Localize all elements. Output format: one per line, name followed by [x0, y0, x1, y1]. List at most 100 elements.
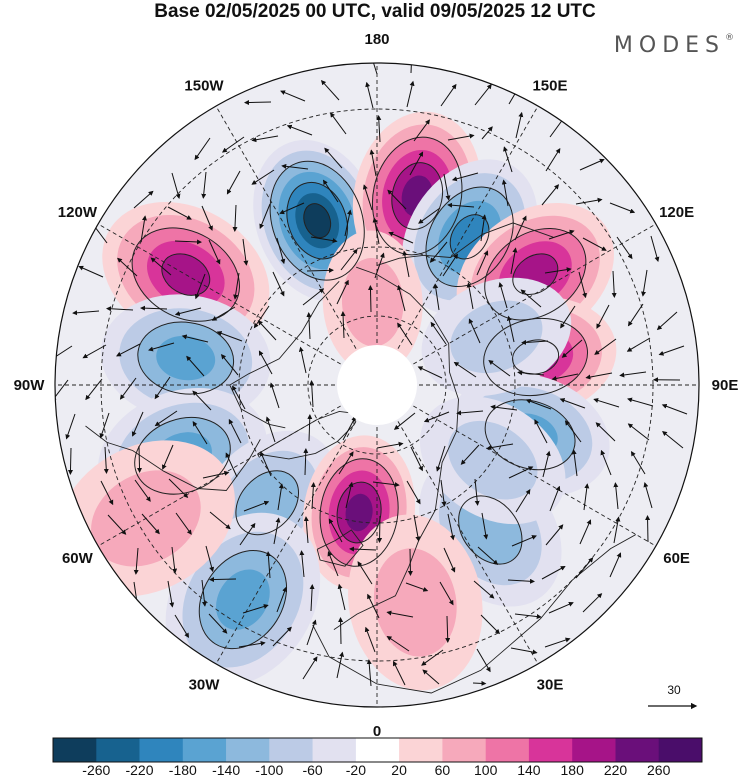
wind-vector [442, 253, 458, 277]
wind-vector [148, 342, 175, 352]
wind-vector [510, 247, 518, 275]
anomaly-center [303, 435, 416, 590]
wind-vector [645, 515, 651, 543]
wind-vector [232, 385, 246, 410]
wind-vector [168, 478, 189, 499]
wind-vector [131, 411, 144, 437]
wind-vector [561, 339, 583, 358]
wind-vector [511, 535, 537, 547]
wind-vector [273, 517, 281, 545]
wind-vector [405, 582, 429, 592]
wind-vector [336, 651, 345, 679]
longitude-label: 180 [364, 31, 389, 48]
wind-vector [627, 303, 644, 327]
wind-vector [78, 265, 104, 278]
wind-vector [397, 284, 406, 312]
wind-vector [476, 250, 489, 276]
wind-vector [303, 516, 309, 544]
colorbar-labels: -260 -220 -180 -140 -100 -60 -20 20 60 100 140 180 2… [0, 762, 750, 780]
wind-vector [429, 241, 448, 263]
colorbar-tick-label: 220 [603, 762, 628, 778]
wind-vector [609, 552, 622, 578]
wind-vector [541, 184, 560, 206]
wind-vector [501, 179, 509, 207]
colorbar-tick-label: -100 [255, 762, 284, 778]
wind-vector [440, 83, 457, 107]
wind-vector [349, 546, 377, 552]
chart-title: Base 02/05/2025 00 UTC, valid 09/05/2025… [154, 1, 596, 22]
wind-vector [65, 413, 76, 440]
wind-vector [309, 584, 315, 612]
wind-vector [613, 482, 619, 510]
wind-vector [209, 577, 237, 583]
wind-vector [244, 100, 272, 106]
wind-vector [374, 252, 385, 279]
wind-vector [140, 305, 168, 311]
reference-vector-label: 30 [667, 683, 681, 697]
wind-vector [225, 452, 238, 478]
wind-vector [201, 579, 207, 607]
wind-vector [201, 171, 207, 199]
wind-vector [239, 522, 256, 546]
colorbar-tick-label: -20 [345, 762, 367, 778]
wind-vector [258, 350, 273, 375]
meridian-line [215, 384, 378, 665]
wind-vector [571, 449, 578, 477]
wind-vector [611, 270, 617, 298]
wind-vector [330, 112, 347, 135]
wind-vector [171, 546, 178, 574]
wind-vector [510, 647, 538, 655]
wind-vector [453, 361, 477, 378]
wind-vector [202, 470, 230, 479]
colorbar [52, 737, 703, 763]
wind-vector [548, 601, 574, 614]
wind-vector [661, 403, 688, 415]
wind-vector [377, 515, 383, 543]
anomaly-level [156, 335, 216, 381]
wind-vector [376, 441, 404, 449]
wind-vector [251, 135, 279, 143]
wind-vector [281, 163, 309, 170]
meridian-line [97, 384, 378, 547]
colorbar-tick-label: 180 [560, 762, 584, 778]
wind-vector [481, 126, 493, 140]
wind-vector [201, 205, 213, 231]
colorbar-swatch [269, 738, 313, 762]
wind-vector [619, 371, 647, 378]
wind-vector [397, 322, 413, 346]
colorbar-swatch [53, 738, 97, 762]
wind-vector [55, 379, 69, 402]
contour-line [484, 227, 587, 321]
meridian-line [376, 105, 539, 386]
wind-vector [272, 271, 285, 297]
wind-vector [433, 283, 440, 311]
wind-vector [551, 373, 579, 381]
wind-vector [211, 306, 236, 321]
wind-vector [303, 448, 309, 476]
wind-vector [521, 339, 549, 345]
colorbar-swatch [399, 738, 443, 762]
contour-line [286, 181, 349, 260]
wind-vector [117, 257, 138, 277]
wind-vector [514, 613, 542, 620]
wind-vector [477, 546, 499, 565]
wind-vector [286, 124, 313, 136]
wind-vector [480, 214, 487, 242]
anomaly-level [216, 569, 270, 630]
colorbar-tick-label: 100 [474, 762, 498, 778]
wind-vector [368, 63, 378, 75]
coastline [85, 425, 261, 491]
colorbar-swatch [615, 738, 660, 762]
wind-vector [406, 480, 421, 505]
colorbar-swatch [226, 738, 270, 762]
wind-vector [468, 318, 481, 344]
wind-vector [310, 482, 316, 510]
colorbar-swatch [96, 738, 140, 762]
wind-vector [232, 204, 238, 232]
wind-vector [402, 250, 410, 278]
wind-vector [133, 190, 154, 209]
wind-vector [486, 443, 514, 451]
wind-vector [626, 337, 651, 352]
wind-vector [447, 202, 475, 208]
wind-vector [508, 466, 534, 479]
